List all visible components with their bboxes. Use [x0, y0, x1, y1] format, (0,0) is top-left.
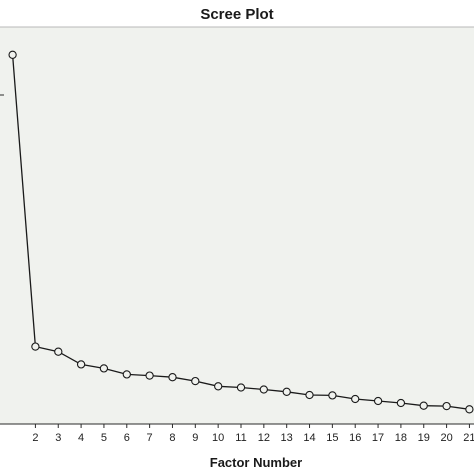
data-point-marker [76, 360, 86, 369]
data-point-marker [214, 382, 223, 391]
x-tick-label: 15 [326, 432, 338, 444]
data-point-marker [328, 391, 337, 400]
chart-title: Scree Plot [200, 6, 273, 23]
x-tick-label: 9 [192, 432, 198, 444]
data-point-marker [236, 383, 246, 392]
data-point-marker [465, 405, 474, 414]
data-point-marker [419, 401, 428, 410]
x-tick-label: 16 [349, 432, 361, 444]
x-tick-label: 19 [418, 432, 430, 444]
data-point-marker [145, 371, 154, 380]
data-point-marker [373, 396, 383, 406]
x-tick-label: 5 [101, 432, 107, 444]
data-point-marker [396, 398, 406, 408]
data-point-marker [282, 387, 291, 396]
data-point-marker [54, 347, 63, 356]
data-point-marker [99, 364, 109, 373]
x-tick-label: 12 [258, 432, 270, 444]
x-tick-label: 20 [440, 432, 452, 444]
x-tick-label: 4 [78, 432, 84, 444]
data-point-marker [351, 394, 360, 404]
x-tick-label: 7 [147, 432, 153, 444]
x-tick-label: 11 [235, 432, 246, 444]
data-point-marker [191, 376, 200, 386]
x-tick-label: 2 [32, 432, 38, 444]
data-point-marker [168, 373, 177, 382]
data-point-marker [31, 342, 40, 351]
x-axis-label: Factor Number [210, 455, 302, 470]
data-point-marker [122, 370, 131, 379]
x-tick-label: 8 [169, 432, 175, 444]
x-tick-label: 6 [124, 432, 130, 444]
data-point-marker [8, 50, 17, 59]
x-axis-ticks: 2 3 4 5 6 7 8 9 10 11 12 13 14 15 16 17 18 19 20 21 [32, 424, 474, 444]
data-point-marker [442, 401, 451, 411]
x-tick-label: 21 [463, 432, 474, 444]
x-tick-label: 3 [55, 432, 61, 444]
data-point-marker [259, 385, 268, 394]
x-tick-label: 17 [372, 432, 384, 444]
data-point-marker [305, 390, 314, 400]
x-tick-label: 14 [303, 432, 315, 444]
x-tick-label: 18 [395, 432, 407, 444]
x-tick-label: 13 [281, 432, 293, 444]
plot-area [0, 27, 474, 424]
series-layer [8, 50, 474, 414]
x-tick-label: 10 [212, 432, 224, 444]
